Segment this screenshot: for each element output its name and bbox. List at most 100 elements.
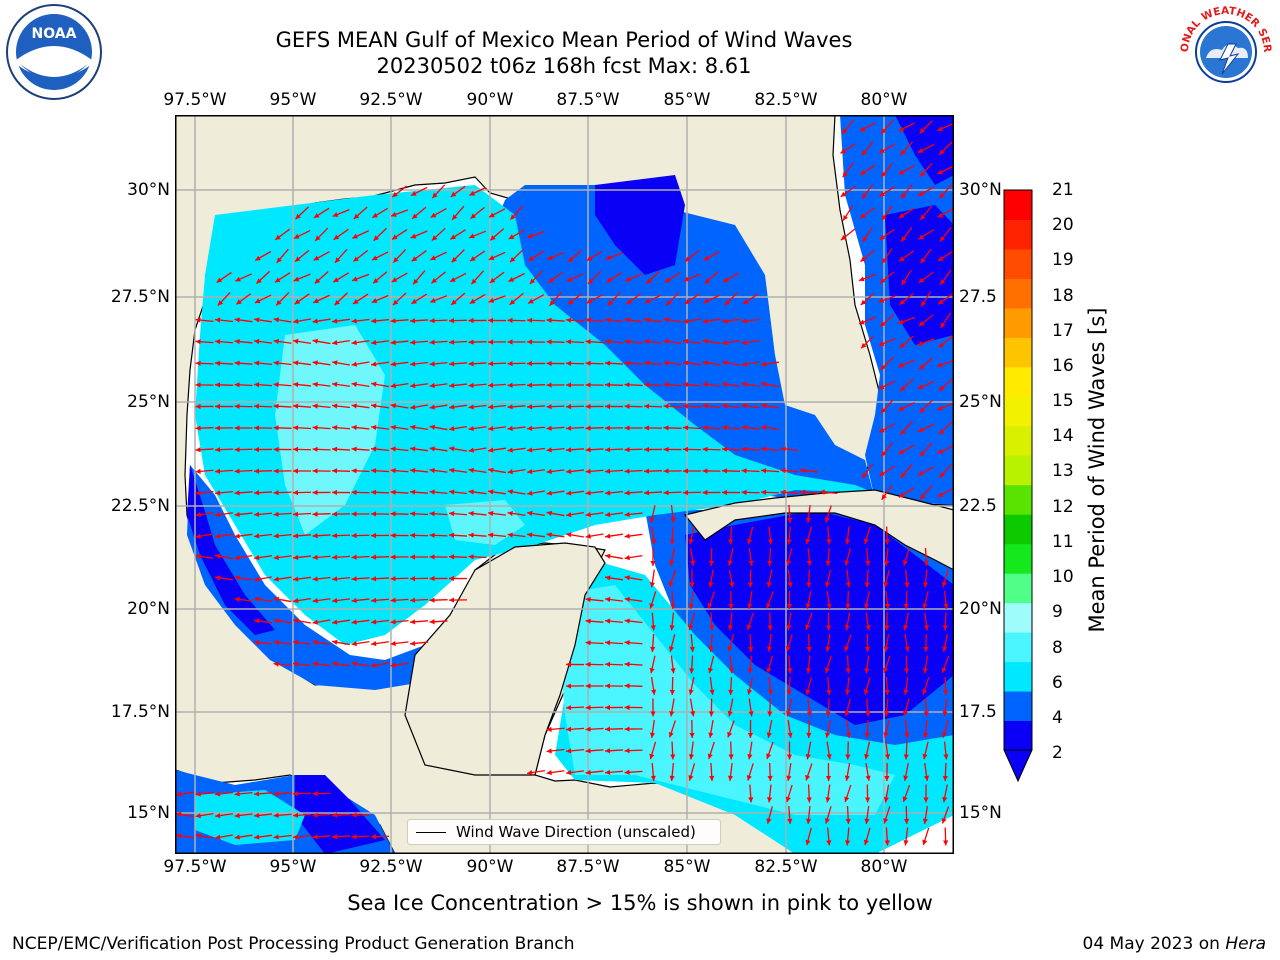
wind-wave-arrow	[864, 784, 871, 803]
wind-wave-arrow	[604, 596, 624, 603]
wind-wave-arrow	[903, 655, 910, 674]
wind-wave-arrow	[688, 612, 696, 631]
wind-wave-arrow	[253, 533, 273, 539]
wind-wave-arrow	[702, 468, 721, 474]
wind-wave-arrow	[938, 378, 953, 392]
wind-wave-arrow	[920, 248, 932, 264]
wind-wave-arrow	[234, 403, 253, 409]
wind-wave-arrow	[786, 698, 793, 717]
wind-wave-arrow	[708, 547, 714, 567]
wind-wave-arrow	[721, 468, 741, 474]
wind-wave-arrow	[195, 317, 214, 323]
wind-wave-arrow	[682, 446, 702, 452]
wind-wave-arrow	[844, 784, 852, 803]
wind-wave-arrow	[844, 698, 851, 717]
wind-wave-arrow	[526, 425, 546, 431]
wind-wave-arrow	[195, 791, 214, 797]
wind-wave-arrow	[351, 424, 370, 431]
wind-wave-arrow	[604, 360, 624, 366]
lon-tick-top: 92.5°W	[359, 90, 423, 110]
wind-wave-arrow	[487, 361, 507, 367]
wind-wave-arrow	[215, 553, 233, 560]
wind-wave-arrow	[585, 317, 604, 323]
wind-wave-arrow	[606, 271, 622, 284]
wind-wave-arrow	[605, 553, 623, 560]
wind-wave-arrow	[826, 827, 832, 846]
wind-wave-arrow	[741, 361, 760, 367]
wind-wave-arrow	[624, 360, 643, 366]
wind-wave-arrow	[879, 465, 895, 477]
wind-wave-arrow	[585, 748, 604, 754]
wind-wave-arrow	[487, 339, 507, 345]
wind-wave-arrow	[898, 250, 915, 262]
wind-wave-arrow	[689, 698, 696, 717]
wind-wave-arrow	[860, 249, 875, 263]
wind-wave-arrow	[449, 446, 467, 452]
wind-wave-arrow	[450, 292, 466, 306]
wind-wave-arrow	[766, 655, 774, 674]
wind-wave-arrow	[604, 468, 624, 474]
wind-wave-arrow	[748, 547, 754, 567]
wind-wave-arrow	[682, 360, 702, 366]
wind-wave-arrow	[649, 719, 656, 739]
wind-wave-arrow	[429, 619, 448, 625]
wind-wave-arrow	[919, 205, 933, 221]
wind-wave-arrow	[214, 490, 234, 496]
wind-wave-arrow	[273, 382, 292, 388]
wind-wave-arrow	[312, 834, 331, 840]
wind-wave-arrow	[586, 294, 603, 304]
wind-wave-arrow	[371, 294, 389, 304]
wind-wave-arrow	[669, 762, 675, 782]
wind-wave-arrow	[624, 683, 643, 689]
footer-host: Hera	[1225, 934, 1266, 954]
wind-wave-arrow	[643, 468, 663, 474]
wind-wave-arrow	[195, 447, 214, 453]
wind-wave-arrow	[390, 361, 409, 367]
wind-wave-arrow	[566, 273, 584, 282]
wind-wave-arrow	[507, 339, 526, 345]
wind-wave-arrow	[312, 639, 331, 646]
wind-wave-arrow	[825, 720, 832, 738]
wind-wave-arrow	[767, 698, 773, 717]
wind-wave-arrow	[604, 382, 624, 388]
wind-wave-arrow	[917, 338, 935, 346]
wind-wave-arrow	[939, 227, 952, 242]
wind-wave-arrow	[312, 597, 331, 604]
wind-wave-arrow	[352, 250, 369, 262]
wind-wave-arrow	[565, 339, 585, 345]
lon-tick-top: 95°W	[269, 90, 317, 110]
wind-wave-arrow	[468, 425, 487, 432]
wind-wave-arrow	[508, 229, 525, 240]
wind-wave-arrow	[862, 226, 873, 243]
wind-wave-arrow	[786, 676, 792, 696]
wind-wave-arrow	[643, 403, 663, 409]
wind-wave-arrow	[880, 399, 894, 414]
wind-wave-arrow	[903, 612, 910, 631]
wind-wave-arrow	[940, 312, 951, 329]
wind-wave-arrow	[825, 784, 831, 803]
wind-wave-arrow	[919, 442, 933, 457]
wind-wave-arrow	[546, 468, 565, 475]
wind-wave-arrow	[312, 812, 331, 818]
wind-wave-arrow	[312, 425, 331, 431]
wind-wave-arrow	[253, 834, 273, 840]
wind-wave-arrow	[314, 271, 329, 284]
wind-wave-arrow	[253, 639, 273, 646]
wind-wave-arrow	[312, 661, 331, 667]
wind-wave-arrow	[507, 532, 526, 538]
wind-wave-arrow	[487, 382, 507, 388]
wind-wave-arrow	[703, 251, 720, 261]
wind-wave-arrow	[943, 676, 949, 696]
wind-wave-arrow	[668, 569, 677, 588]
wind-wave-arrow	[469, 250, 486, 262]
wind-wave-arrow	[176, 833, 194, 839]
wind-wave-arrow	[644, 294, 662, 304]
wind-wave-arrow	[899, 335, 914, 349]
wind-wave-arrow	[390, 209, 409, 217]
wind-wave-arrow	[585, 403, 604, 410]
wind-wave-arrow	[546, 490, 565, 496]
wind-wave-arrow	[487, 425, 507, 432]
wind-wave-arrow	[919, 485, 933, 500]
wind-wave-arrow	[650, 698, 656, 717]
wind-wave-arrow	[842, 205, 854, 221]
